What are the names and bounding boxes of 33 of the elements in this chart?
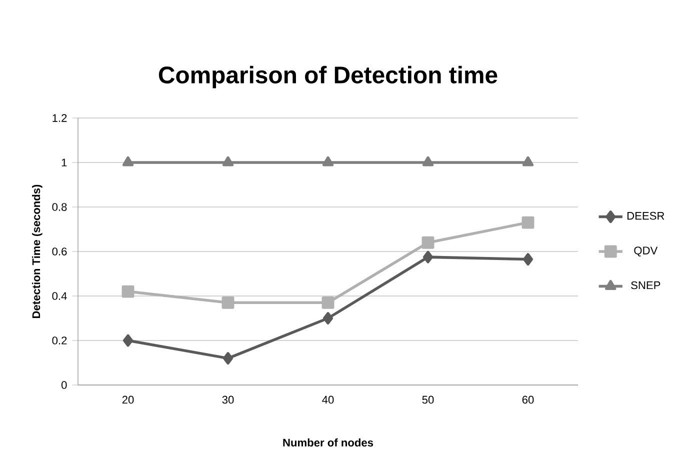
point bbox=[522, 216, 534, 229]
point bbox=[122, 334, 134, 347]
x-tick-label: 20 bbox=[122, 396, 134, 404]
y-tick-label: 0.4 bbox=[52, 292, 67, 300]
point bbox=[422, 236, 434, 249]
chart-title: Comparison of Detection time bbox=[158, 66, 498, 88]
legend-label: SNEP bbox=[631, 281, 660, 290]
y-tick-label: 0.2 bbox=[52, 336, 67, 344]
y-tick-label: 0.6 bbox=[52, 248, 67, 256]
point bbox=[322, 312, 334, 324]
y-tick-label: 0 bbox=[61, 381, 67, 389]
x-tick-label: 40 bbox=[322, 396, 334, 404]
x-axis-title: Number of nodes bbox=[283, 438, 374, 447]
x-tick-label: 60 bbox=[522, 396, 534, 404]
point bbox=[322, 296, 334, 309]
x-tick-label: 30 bbox=[222, 396, 234, 404]
legend-label: QDV bbox=[634, 246, 658, 256]
point bbox=[222, 156, 234, 166]
point bbox=[522, 156, 534, 166]
y-tick-label: 1 bbox=[62, 158, 67, 166]
point bbox=[422, 156, 434, 166]
y-tick-label: 0.8 bbox=[52, 203, 67, 211]
point bbox=[222, 296, 234, 309]
point bbox=[422, 250, 434, 264]
point bbox=[122, 156, 134, 166]
y-axis-title: Detection Time (seconds) bbox=[32, 184, 42, 318]
point bbox=[522, 253, 534, 266]
y-tick-label: 1.2 bbox=[52, 114, 67, 122]
point bbox=[222, 352, 234, 365]
point bbox=[122, 285, 134, 298]
point bbox=[322, 156, 334, 166]
legend-label: DEESR bbox=[627, 212, 664, 220]
x-tick-label: 50 bbox=[422, 396, 434, 404]
